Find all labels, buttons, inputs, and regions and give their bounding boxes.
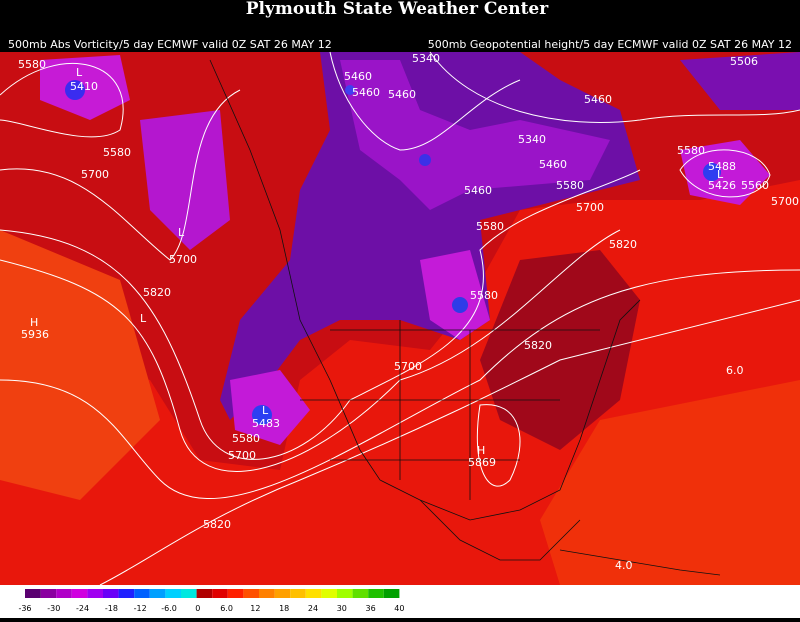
colorbar-cell <box>118 589 135 598</box>
colorbar-label: 24 <box>308 604 318 613</box>
contour-label: 5700 <box>394 360 422 373</box>
colorbar-cell <box>40 589 57 598</box>
colorbar-cell <box>259 589 275 598</box>
contour-label: 5580 <box>476 220 504 233</box>
contour-label: 5483 <box>252 417 280 430</box>
contour-label: 5580 <box>232 432 260 445</box>
colorbar-label: -30 <box>47 604 60 613</box>
colorbar-cell <box>56 589 72 598</box>
pressure-center: L <box>717 168 724 181</box>
contour-label: 5426 <box>708 179 736 192</box>
colorbar-label: -12 <box>134 604 147 613</box>
contour-label: 5820 <box>524 339 552 352</box>
contour-label: 5700 <box>81 168 109 181</box>
left-caption: 500mb Abs Vorticity/5 day ECMWF valid 0Z… <box>8 38 332 51</box>
contour-label: 5700 <box>576 201 604 214</box>
colorbar-cell <box>274 589 291 598</box>
contour-label: 5580 <box>556 179 584 192</box>
colorbar-cell <box>149 589 166 598</box>
colorbar-cell <box>305 589 322 598</box>
contour-label: 5580 <box>103 146 131 159</box>
colorbar-cell <box>352 589 369 598</box>
map <box>0 51 800 586</box>
contour-label: 5460 <box>539 158 567 171</box>
contour-label: 5340 <box>518 133 546 146</box>
contour-label: 5820 <box>609 238 637 251</box>
colorbar-cell <box>321 589 337 598</box>
contour-label: 5580 <box>470 289 498 302</box>
contour-label: 5340 <box>412 52 440 65</box>
contour-label: 5460 <box>352 86 380 99</box>
colorbar-label: 12 <box>250 604 260 613</box>
contour-label: 6.0 <box>726 364 744 377</box>
colorbar-cell <box>212 589 228 598</box>
pressure-center: L <box>76 66 83 79</box>
pressure-center: L <box>262 404 269 417</box>
contour-label: 5460 <box>584 93 612 106</box>
pressure-center: H <box>30 316 38 329</box>
contour-label: 5506 <box>730 55 758 68</box>
colorbar-label: 40 <box>394 604 404 613</box>
pressure-center: L <box>140 312 147 325</box>
colorbar-cell <box>103 589 119 598</box>
contour-label: 5488 <box>708 160 736 173</box>
colorbar-label: 18 <box>279 604 289 613</box>
contour-label: 5700 <box>228 449 256 462</box>
contour-label: 5410 <box>70 80 98 93</box>
colorbar-label: -24 <box>76 604 89 613</box>
contour-label: 5580 <box>18 58 46 71</box>
colorbar-label: -6.0 <box>161 604 177 613</box>
colorbar-cell <box>383 589 400 598</box>
colorbar-label: 36 <box>366 604 376 613</box>
colorbar: -36 -30 -24 -18 -12 -6.0 0 6.0 12 18 24 30 36 40 <box>18 589 404 613</box>
colorbar-label: 30 <box>337 604 347 613</box>
colorbar-cell <box>181 589 197 598</box>
contour-label: 5460 <box>464 184 492 197</box>
contour-label: 4.0 <box>615 559 633 572</box>
colorbar-cell <box>243 589 259 598</box>
colorbar-label: 6.0 <box>220 604 233 613</box>
colorbar-label: 0 <box>195 604 200 613</box>
contour-label: 5869 <box>468 456 496 469</box>
colorbar-cell <box>227 589 244 598</box>
contour-label: 5460 <box>388 88 416 101</box>
colorbar-cell <box>368 589 384 598</box>
colorbar-cell <box>25 589 41 598</box>
colorbar-cell <box>87 589 103 598</box>
contour-label: 5460 <box>344 70 372 83</box>
colorbar-cell <box>196 589 213 598</box>
contour-label: 5936 <box>21 328 49 341</box>
pressure-center: L <box>178 226 185 239</box>
contour-label: 5580 <box>677 144 705 157</box>
colorbar-label: -18 <box>105 604 118 613</box>
right-caption: 500mb Geopotential height/5 day ECMWF va… <box>428 38 792 51</box>
colorbar-cell <box>337 589 353 598</box>
colorbar-cell <box>134 589 150 598</box>
contour-label: 5700 <box>169 253 197 266</box>
colorbar-label: -36 <box>18 604 31 613</box>
title: Plymouth State Weather Center <box>246 0 549 19</box>
colorbar-cell <box>165 589 181 598</box>
contour-label: 5820 <box>203 518 231 531</box>
contour-label: 5700 <box>771 195 799 208</box>
contour-label: 5560 <box>741 179 769 192</box>
pressure-center: H <box>477 444 485 457</box>
colorbar-cell <box>71 589 88 598</box>
contour-label: 5820 <box>143 286 171 299</box>
colorbar-cell <box>290 589 306 598</box>
